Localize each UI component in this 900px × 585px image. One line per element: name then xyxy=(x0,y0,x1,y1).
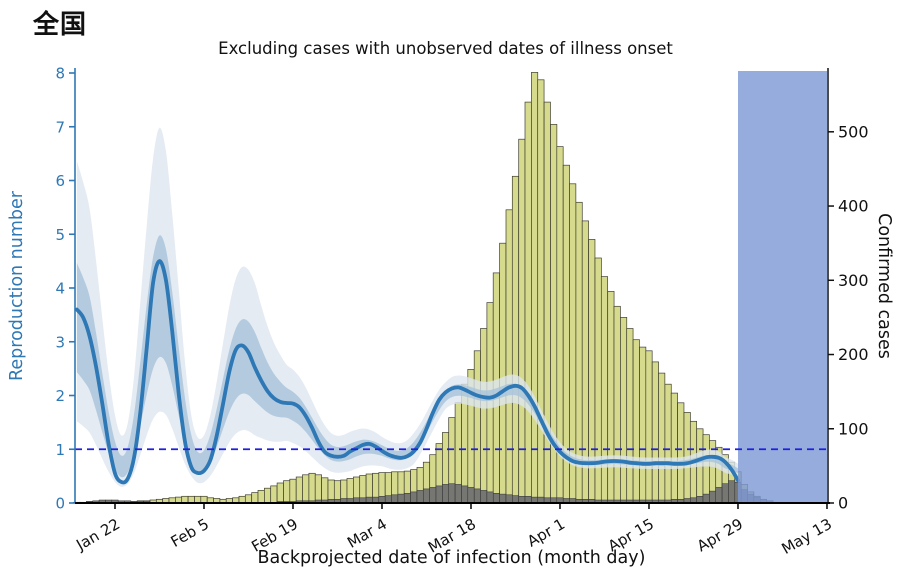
svg-text:8: 8 xyxy=(55,65,65,83)
region-title: 全国 xyxy=(33,10,88,40)
svg-text:3: 3 xyxy=(55,333,65,351)
svg-text:100: 100 xyxy=(838,419,869,438)
r-median-line xyxy=(75,259,740,485)
svg-text:1: 1 xyxy=(55,441,65,459)
x-axis-title: Backprojected date of infection (month d… xyxy=(258,548,646,568)
svg-text:200: 200 xyxy=(838,345,869,364)
y-axis-right: 0 100 200 300 400 500 Confirmed cases xyxy=(827,68,894,513)
svg-text:Mar 4: Mar 4 xyxy=(344,515,390,552)
svg-text:Apr 29: Apr 29 xyxy=(694,515,746,555)
svg-text:300: 300 xyxy=(838,271,869,290)
svg-text:500: 500 xyxy=(838,122,869,141)
right-axis-title: Confirmed cases xyxy=(874,213,894,359)
chart-subtitle: Excluding cases with unobserved dates of… xyxy=(218,39,673,58)
svg-text:2: 2 xyxy=(55,387,65,405)
svg-text:4: 4 xyxy=(55,280,65,298)
svg-text:400: 400 xyxy=(838,197,869,216)
left-axis-title: Reproduction number xyxy=(7,190,27,381)
ci-95-band xyxy=(76,127,738,487)
svg-text:7: 7 xyxy=(55,118,65,136)
svg-text:Feb 5: Feb 5 xyxy=(168,515,212,551)
svg-text:6: 6 xyxy=(55,172,65,190)
uncertain-period-overlay xyxy=(738,71,827,503)
svg-text:Jan 22: Jan 22 xyxy=(72,515,123,555)
svg-text:Apr 1: Apr 1 xyxy=(524,515,568,551)
svg-text:May 13: May 13 xyxy=(778,515,835,558)
svg-text:0: 0 xyxy=(838,494,848,513)
x-axis: Jan 22 Feb 5 Feb 19 Mar 4 Mar 18 Apr 1 Apr 15 A… xyxy=(72,502,835,568)
bars-unobserved xyxy=(73,480,780,504)
svg-text:0: 0 xyxy=(55,495,65,513)
y-axis-left: 0 1 2 3 4 5 6 7 8 Reproduction number xyxy=(7,65,76,513)
svg-text:5: 5 xyxy=(55,226,65,244)
